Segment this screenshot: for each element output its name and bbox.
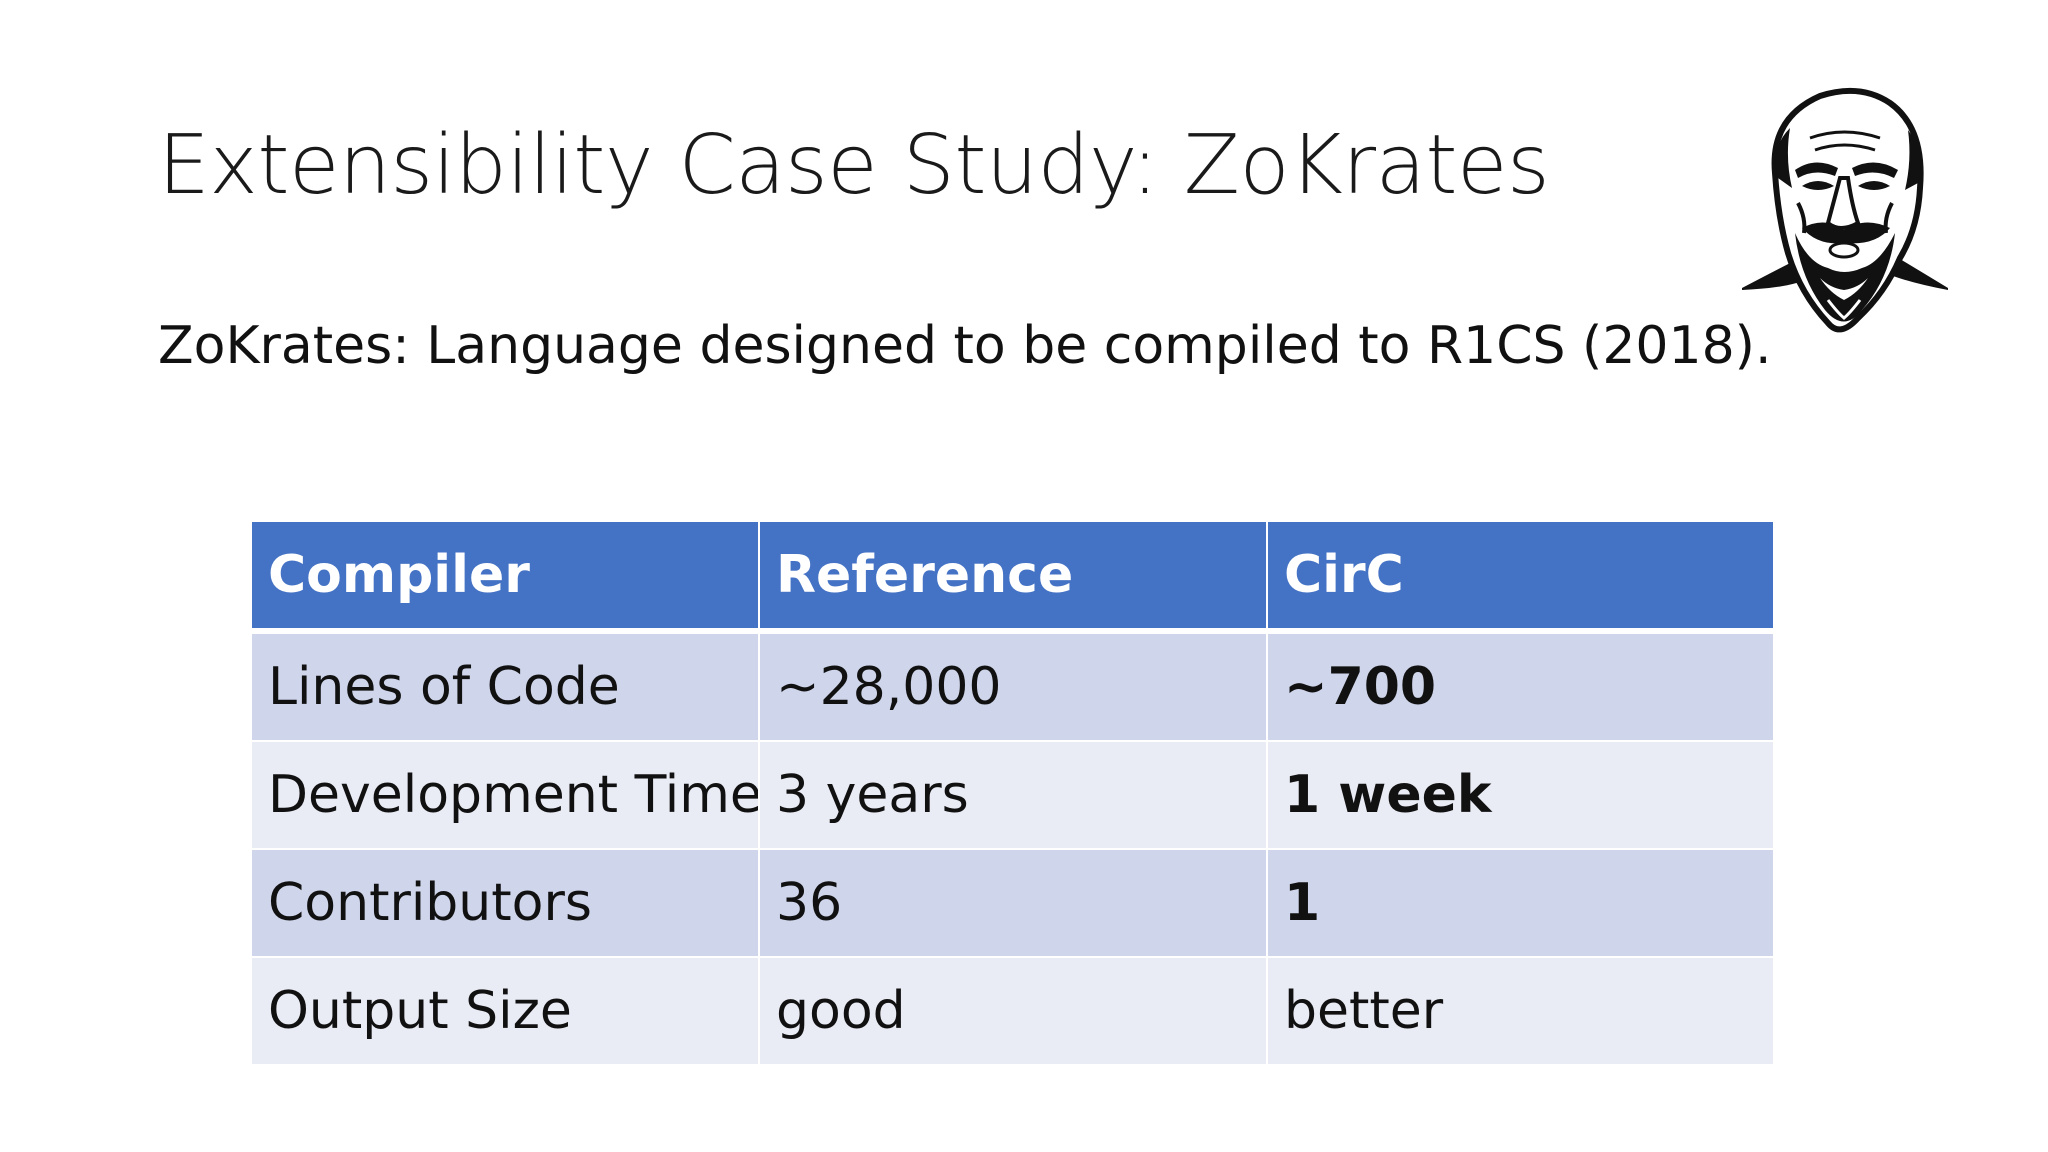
circ-development-time: 1 week — [1266, 740, 1775, 850]
reference-contributors: 36 — [758, 848, 1268, 958]
reference-development-time: 3 years — [758, 740, 1268, 850]
circ-lines-of-code: ~700 — [1266, 630, 1775, 742]
table-row: Development Time 3 years 1 week — [250, 740, 1775, 850]
comparison-table: Compiler Reference CirC Lines of Code ~2… — [250, 520, 1775, 1066]
circ-contributors: 1 — [1266, 848, 1775, 958]
table-row: Output Size good better — [250, 956, 1775, 1066]
circ-output-size: better — [1266, 956, 1775, 1066]
header-compiler: Compiler — [250, 520, 760, 634]
table-header-row: Compiler Reference CirC — [250, 520, 1775, 634]
reference-lines-of-code: ~28,000 — [758, 630, 1268, 742]
slide-title: Extensibility Case Study: ZoKrates — [158, 118, 1550, 213]
reference-output-size: good — [758, 956, 1268, 1066]
row-label-output-size: Output Size — [250, 956, 760, 1066]
header-circ: CirC — [1266, 520, 1775, 634]
row-label-contributors: Contributors — [250, 848, 760, 958]
slide-subtitle: ZoKrates: Language designed to be compil… — [158, 316, 1772, 376]
table-row: Lines of Code ~28,000 ~700 — [250, 630, 1775, 742]
row-label-lines-of-code: Lines of Code — [250, 630, 760, 742]
header-reference: Reference — [758, 520, 1268, 634]
socrates-bust-icon — [1742, 87, 1948, 333]
row-label-development-time: Development Time — [250, 740, 760, 850]
table-row: Contributors 36 1 — [250, 848, 1775, 958]
